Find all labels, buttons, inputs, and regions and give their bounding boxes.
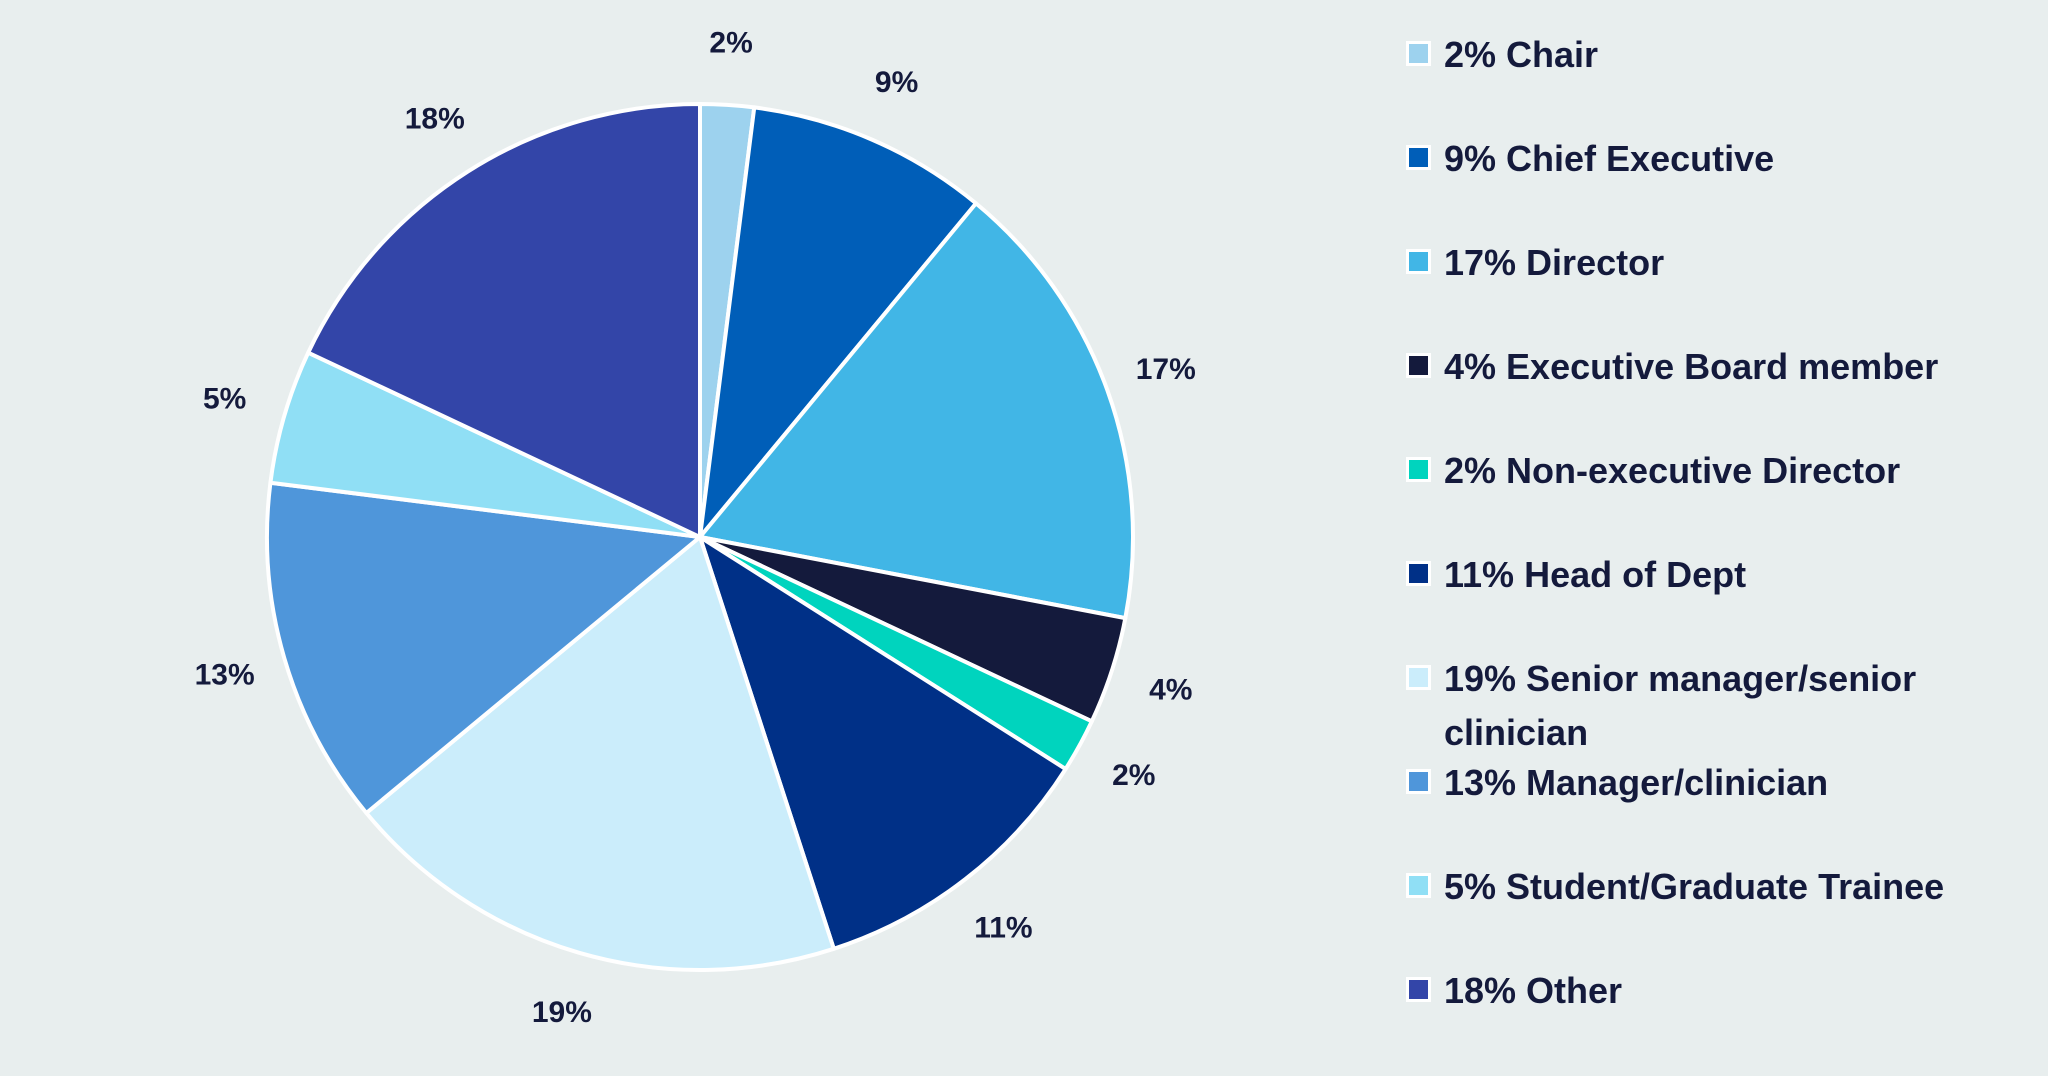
pie-slice-1 [698,105,979,539]
legend-label-7: 13% Manager/clinician [1444,762,1829,803]
pie-slice-label-1: 9% [875,66,918,99]
legend-label-3: 4% Executive Board member [1444,346,1939,387]
legend-label-0: 2% Chair [1444,34,1599,75]
legend-swatch-1 [1406,145,1431,170]
legend-item-7: 13% Manager/clinician [1404,748,2024,852]
pie-slice-label-8: 5% [203,382,246,415]
legend-swatch-5 [1406,561,1431,586]
legend-item-4: 2% Non-executive Director [1404,436,2024,540]
legend-swatch-9 [1406,977,1431,1002]
legend-label-8: 5% Student/Graduate Trainee [1444,866,1945,907]
legend-swatch-3 [1406,353,1431,378]
legend-item-9: 18% Other [1404,956,2024,1060]
pie-slice-7 [265,480,702,816]
pie-slice-label-2: 17% [1136,353,1196,386]
pie-slice-label-5: 11% [974,912,1032,945]
legend-item-0: 2% Chair [1404,20,2024,124]
legend-item-3: 4% Executive Board member [1404,332,2024,436]
legend-label-1: 9% Chief Executive [1444,138,1775,179]
pie-slice-2 [698,201,1135,621]
legend-item-6: 19% Senior manager/senior clinician [1404,644,2024,753]
pie-slice-label-0: 2% [709,26,752,59]
legend-label-4: 2% Non-executive Director [1444,450,1901,491]
pie-slice-label-6: 19% [532,996,592,1029]
pie-slice-label-9: 18% [405,103,465,136]
legend-swatch-6 [1406,665,1431,690]
legend-label-2: 17% Director [1444,242,1665,283]
legend: 2% Chair 9% Chief Executive 17% Director 4%… [1404,20,2024,1060]
pie-slice-label-7: 13% [195,659,255,692]
pie-chart: 2% 9% 17% 4% 2% 11% 19% 13% 5% 18% [195,26,1196,1028]
legend-swatch-7 [1406,769,1431,794]
legend-swatch-4 [1406,457,1431,482]
pie-slice-5 [698,535,1068,951]
legend-label-6: 19% Senior manager/senior clinician [1444,658,1917,753]
legend-label-5: 11% Head of Dept [1444,554,1747,595]
legend-item-8: 5% Student/Graduate Trainee [1404,852,2024,956]
pie-labels: 2% 9% 17% 4% 2% 11% 19% 13% 5% 18% [195,26,1196,1028]
pie-slice-label-3: 4% [1149,673,1192,706]
pie-slice-label-4: 2% [1112,759,1155,792]
legend-swatch-2 [1406,249,1431,274]
pie-slices [265,102,1135,972]
pie-slice-6 [364,535,836,972]
pie-slice-9 [306,102,702,539]
legend-item-1: 9% Chief Executive [1404,124,2024,228]
legend-label-9: 18% Other [1444,970,1623,1011]
legend-item-2: 17% Director [1404,228,2024,332]
legend-item-5: 11% Head of Dept [1404,540,2024,644]
legend-swatch-8 [1406,873,1431,898]
legend-swatch-0 [1406,41,1431,66]
